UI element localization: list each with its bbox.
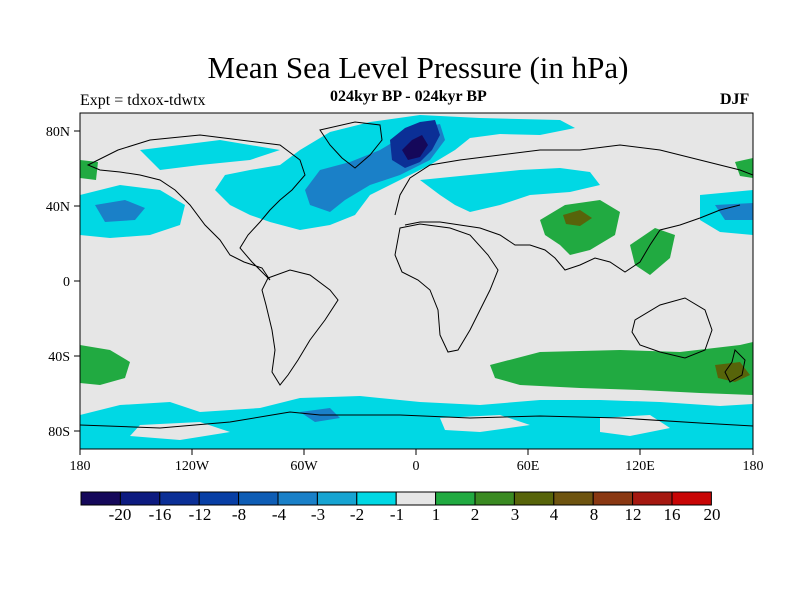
y-tick-3: 0	[63, 275, 80, 290]
colorbar-swatch	[316, 491, 358, 506]
x-tick-label: 60E	[517, 459, 540, 474]
coastlines	[80, 121, 753, 429]
australia-coastline	[631, 297, 713, 359]
x-tick-4: 0	[413, 449, 420, 474]
season-label: DJF	[720, 91, 750, 108]
colorbar-label: 12	[624, 505, 642, 524]
colorbar-label: -16	[148, 505, 172, 524]
map-subtitle: 024kyr BP - 024kyr BP	[330, 88, 487, 105]
y-axis-ticks: 80N 40N 0 40S 80S	[46, 125, 80, 440]
southern-indian-positive-region	[490, 342, 753, 395]
colorbar-swatch	[671, 491, 712, 506]
north-pacific-blue-core	[95, 200, 145, 222]
x-tick-label: 0	[413, 459, 420, 474]
colorbar-swatch	[80, 491, 121, 506]
east-asia-positive-region	[630, 228, 675, 275]
y-tick-1: 80N	[46, 125, 80, 140]
colorbar-label: -8	[231, 505, 247, 524]
colorbar-label: -4	[271, 505, 287, 524]
y-tick-4: 40S	[48, 350, 80, 365]
colorbar-label: 1	[431, 505, 441, 524]
southern-pacific-positive-core	[715, 362, 750, 382]
colorbar-swatch	[356, 491, 397, 506]
colorbar-label: 2	[470, 505, 480, 524]
colorbar-swatch	[592, 491, 634, 506]
colorbar-label: -20	[108, 505, 132, 524]
greenland-coastline	[319, 121, 383, 169]
colorbar-swatch	[435, 491, 476, 506]
map-title: Mean Sea Level Pressure (in hPa)	[207, 50, 629, 85]
experiment-label: Expt = tdxox-tdwtx	[80, 92, 206, 109]
colorbar-label: -3	[310, 505, 326, 524]
colorbar-label: 16	[663, 505, 681, 524]
y-tick-2: 40N	[46, 200, 80, 215]
tibet-positive-region	[540, 200, 620, 255]
colorbar-swatch	[198, 491, 240, 506]
south-pacific-positive-region	[80, 345, 130, 385]
colorbar-swatch	[632, 491, 673, 506]
north-america-coastline	[86, 134, 306, 281]
y-tick-label: 80S	[48, 425, 70, 440]
y-tick-label: 40N	[46, 200, 70, 215]
colorbar-swatch	[395, 491, 437, 506]
y-tick-label: 80N	[46, 125, 70, 140]
new-zealand-coastline	[724, 349, 746, 383]
pacific-northwest-cyan-arc	[140, 140, 280, 170]
x-tick-label: 180	[70, 459, 91, 474]
x-tick-2: 120W	[175, 449, 210, 474]
x-axis-ticks: 180 120W 60W 0 60E 120E 180	[70, 449, 764, 474]
y-tick-5: 80S	[48, 425, 80, 440]
greenland-deepest-core	[402, 135, 428, 160]
tibet-positive-core	[563, 210, 592, 226]
colorbar-label: -12	[188, 505, 212, 524]
x-tick-label: 120W	[175, 459, 210, 474]
colorbar-swatch	[513, 491, 555, 506]
x-tick-5: 60E	[517, 449, 540, 474]
west-pacific-blue-core	[715, 203, 753, 220]
colorbar-swatch	[238, 491, 279, 506]
colorbar	[80, 491, 712, 506]
colorbar-swatch	[119, 491, 161, 506]
pacific-west-positive-patch	[80, 160, 98, 180]
y-tick-label: 40S	[48, 350, 70, 365]
colorbar-swatch	[553, 491, 594, 506]
colorbar-label: 8	[589, 505, 599, 524]
colorbar-swatch	[277, 491, 318, 506]
antarctica-coastline	[80, 411, 753, 429]
x-tick-7: 180	[743, 449, 764, 474]
x-tick-1: 180	[70, 449, 91, 474]
colorbar-swatch	[474, 491, 515, 506]
africa-coastline	[394, 223, 499, 353]
y-tick-label: 0	[63, 275, 70, 290]
north-europe-cyan-band	[420, 168, 600, 212]
colorbar-label: 4	[549, 505, 559, 524]
south-america-coastline	[261, 269, 339, 386]
colorbar-label: 3	[510, 505, 520, 524]
x-tick-label: 120E	[625, 459, 655, 474]
x-tick-6: 120E	[625, 449, 655, 474]
x-tick-3: 60W	[290, 449, 318, 474]
x-tick-label: 180	[743, 459, 764, 474]
colorbar-label: -1	[389, 505, 405, 524]
eurasia-coastline	[394, 144, 753, 273]
southern-ocean-cyan-band	[80, 396, 753, 449]
anomaly-field	[80, 115, 753, 449]
colorbar-label: 20	[703, 505, 721, 524]
colorbar-label: -2	[349, 505, 365, 524]
x-tick-label: 60W	[290, 459, 318, 474]
colorbar-swatch	[159, 491, 200, 506]
